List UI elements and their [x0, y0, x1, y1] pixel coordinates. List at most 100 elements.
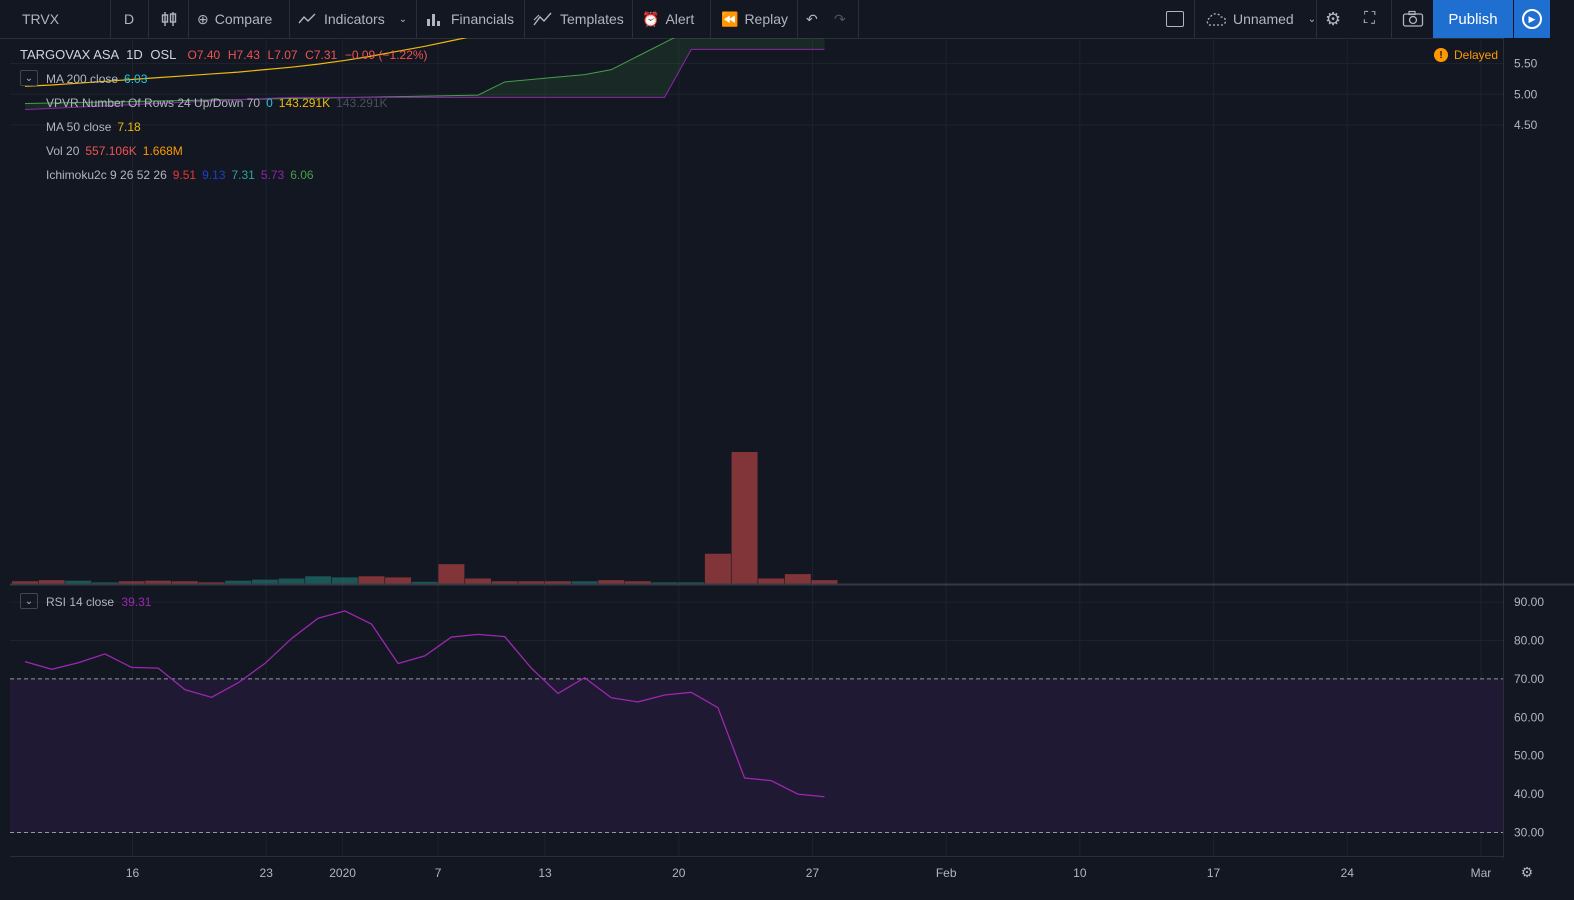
candles-icon — [161, 12, 177, 26]
chevron-down-icon: ⌄ — [24, 595, 34, 607]
rsi-tick-label: 90.00 — [1514, 595, 1544, 609]
indicator-value: 9.51 — [172, 168, 197, 182]
fullscreen-button[interactable]: ⛶ — [1364, 0, 1375, 38]
price-tick-label: 5.50 — [1514, 57, 1538, 71]
divider — [416, 0, 417, 38]
indicator-legend-row[interactable]: VPVR Number Of Rows 24 Up/Down 70 0 143.29… — [46, 96, 388, 110]
chart-canvas[interactable]: 12.5012.0011.5011.0010.5010.009.509.008.… — [0, 38, 1574, 900]
collapse-rsi-legend-button[interactable]: ⌄ — [20, 593, 38, 609]
volume-bar — [545, 581, 571, 584]
settings-button[interactable]: ⚙ — [1325, 0, 1341, 38]
ichimoku-cloud — [25, 38, 825, 110]
gear-icon: ⚙ — [1521, 864, 1534, 880]
collapse-legend-button[interactable]: ⌄ — [20, 70, 38, 86]
publish-label: Publish — [1448, 10, 1498, 28]
divider — [110, 0, 111, 38]
ichimoku-span-a — [24, 38, 675, 104]
undo-icon: ↶ — [806, 10, 818, 27]
volume-bar — [225, 580, 252, 584]
divider — [1194, 0, 1195, 38]
indicator-legend-row[interactable]: Vol 20 557.106K 1.668M — [46, 144, 183, 158]
alert-button[interactable]: ⏰ Alert — [642, 0, 694, 38]
rsi-line — [24, 610, 825, 798]
time-tick-label: 24 — [1341, 866, 1355, 880]
financials-button[interactable]: Financials — [425, 0, 514, 38]
redo-icon: ↷ — [834, 10, 846, 27]
volume-bar — [12, 581, 38, 584]
volume-bar — [198, 582, 225, 584]
volume-bar — [571, 581, 598, 584]
price-axis-bg — [1503, 38, 1574, 900]
volume-bar — [811, 580, 838, 584]
interval-button[interactable]: D — [124, 0, 134, 38]
indicator-legend-row[interactable]: MA 50 close 7.18 — [46, 120, 141, 134]
rsi-legend-name: RSI 14 close — [46, 595, 115, 609]
indicator-value: 143.291K — [278, 96, 331, 110]
time-tick-label: Feb — [936, 866, 957, 880]
legend-exchange: OSL — [150, 47, 176, 62]
compare-button[interactable]: ⊕ Compare — [197, 0, 272, 38]
chart-style-button[interactable] — [159, 0, 179, 38]
indicator-value: 143.291K — [336, 96, 388, 110]
publish-button[interactable]: Publish — [1433, 0, 1513, 38]
volume-bar — [731, 452, 758, 584]
divider — [188, 0, 189, 38]
rsi-band — [10, 678, 1503, 833]
volume-bar — [518, 581, 545, 584]
indicator-value: 557.106K — [85, 144, 137, 158]
indicator-name: Ichimoku2c 9 26 52 26 — [46, 168, 167, 182]
indicators-button[interactable]: Indicators ⌄ — [298, 0, 407, 38]
play-button[interactable]: ▶ — [1514, 0, 1550, 38]
divider — [858, 0, 859, 38]
indicator-name: VPVR Number Of Rows 24 Up/Down 70 — [46, 96, 261, 110]
indicator-legend-row[interactable]: Ichimoku2c 9 26 52 26 9.51 9.13 7.31 5.73 6.0… — [46, 168, 314, 182]
rsi-tick-label: 60.00 — [1514, 710, 1544, 724]
ohlc-change: −0.09 (−1.22%) — [344, 48, 428, 62]
indicator-value: 1.668M — [142, 144, 183, 158]
volume-bar — [438, 564, 465, 584]
price-tick-label: 6.00 — [1514, 38, 1538, 40]
undo-button[interactable]: ↶ — [806, 0, 824, 38]
volume-bar — [678, 582, 705, 584]
symbol-search[interactable]: TRVX — [22, 0, 59, 38]
redo-button[interactable]: ↷ — [834, 0, 852, 38]
time-tick-label: Mar — [1471, 866, 1492, 880]
rewind-icon: ⏪ — [721, 10, 739, 27]
snapshot-button[interactable] — [1402, 0, 1424, 38]
layout-name-button[interactable]: Unnamed ⌄ — [1203, 0, 1316, 38]
compare-label: Compare — [214, 11, 273, 27]
indicators-icon — [298, 13, 316, 24]
time-tick-label: 7 — [435, 866, 442, 880]
volume-bar — [38, 580, 65, 584]
indicator-value: 9.13 — [202, 168, 226, 182]
ichimoku-span-b — [24, 48, 825, 111]
plus-circle-icon: ⊕ — [197, 10, 209, 27]
rsi-legend[interactable]: RSI 14 close 39.31 — [46, 595, 151, 609]
delayed-badge[interactable]: ! Delayed — [1434, 48, 1498, 62]
time-tick-label: 23 — [260, 866, 274, 880]
indicator-name: MA 200 close — [46, 72, 119, 86]
fullscreen-toggle-button[interactable] — [1166, 0, 1184, 38]
divider — [797, 0, 798, 38]
volume-bar — [251, 579, 278, 584]
volume-bar — [331, 577, 358, 584]
indicator-name: MA 50 close — [46, 120, 112, 134]
templates-button[interactable]: Templates — [533, 0, 624, 38]
symbol-name: TARGOVAX ASA — [20, 47, 119, 62]
chevron-down-icon: ⌄ — [398, 13, 408, 25]
indicator-value: 5.73 — [260, 168, 285, 182]
financials-label: Financials — [451, 11, 515, 27]
legend-interval: 1D — [126, 47, 143, 62]
volume-bar — [598, 580, 625, 584]
volume-bar — [411, 581, 438, 584]
volume-bar — [65, 580, 92, 584]
rsi-tick-label: 70.00 — [1514, 672, 1544, 686]
volume-bar — [491, 581, 518, 584]
volume-bar — [358, 576, 385, 584]
indicator-legend-row[interactable]: MA 200 close 6.03 — [46, 72, 147, 86]
replay-button[interactable]: ⏪ Replay — [721, 0, 788, 38]
indicators-label: Indicators — [324, 11, 385, 27]
divider — [524, 0, 525, 38]
chart-bands — [10, 38, 1503, 833]
indicator-value: 6.03 — [124, 72, 148, 86]
